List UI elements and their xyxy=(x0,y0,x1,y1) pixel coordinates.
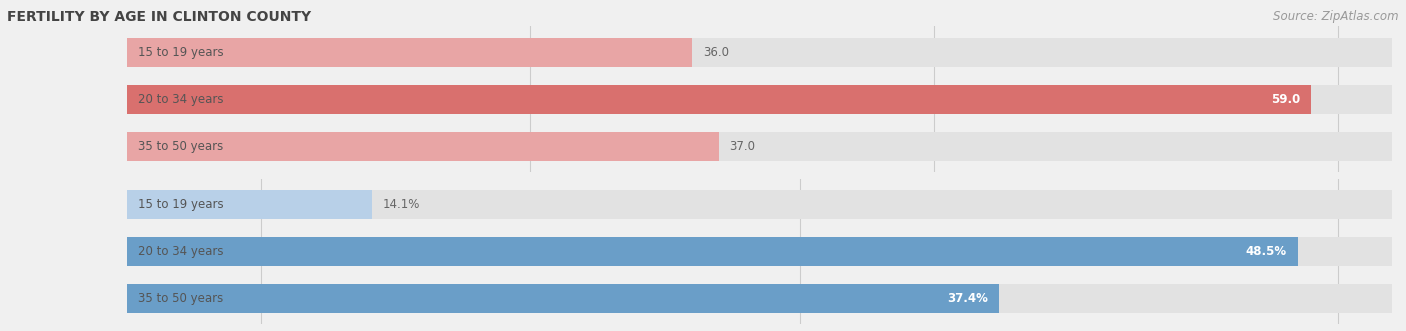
Bar xyxy=(127,85,1312,114)
Text: 35 to 50 years: 35 to 50 years xyxy=(138,140,224,153)
Text: Source: ZipAtlas.com: Source: ZipAtlas.com xyxy=(1274,10,1399,23)
Bar xyxy=(127,38,1392,67)
Text: 20 to 34 years: 20 to 34 years xyxy=(138,93,224,106)
Text: 35 to 50 years: 35 to 50 years xyxy=(138,292,224,305)
Text: 59.0: 59.0 xyxy=(1271,93,1301,106)
Bar xyxy=(127,85,1392,114)
Bar xyxy=(127,237,1298,266)
Bar xyxy=(127,132,718,161)
Bar xyxy=(127,237,1392,266)
Text: 48.5%: 48.5% xyxy=(1246,245,1286,258)
Bar xyxy=(127,190,371,219)
Text: 20 to 34 years: 20 to 34 years xyxy=(138,245,224,258)
Text: 15 to 19 years: 15 to 19 years xyxy=(138,46,224,59)
Text: 36.0: 36.0 xyxy=(703,46,728,59)
Text: FERTILITY BY AGE IN CLINTON COUNTY: FERTILITY BY AGE IN CLINTON COUNTY xyxy=(7,10,311,24)
Bar xyxy=(127,190,1392,219)
Bar xyxy=(127,38,692,67)
Text: 15 to 19 years: 15 to 19 years xyxy=(138,198,224,211)
Text: 37.4%: 37.4% xyxy=(948,292,988,305)
Text: 14.1%: 14.1% xyxy=(382,198,419,211)
Bar xyxy=(127,284,998,313)
Bar xyxy=(127,284,1392,313)
Bar xyxy=(127,132,1392,161)
Text: 37.0: 37.0 xyxy=(730,140,755,153)
